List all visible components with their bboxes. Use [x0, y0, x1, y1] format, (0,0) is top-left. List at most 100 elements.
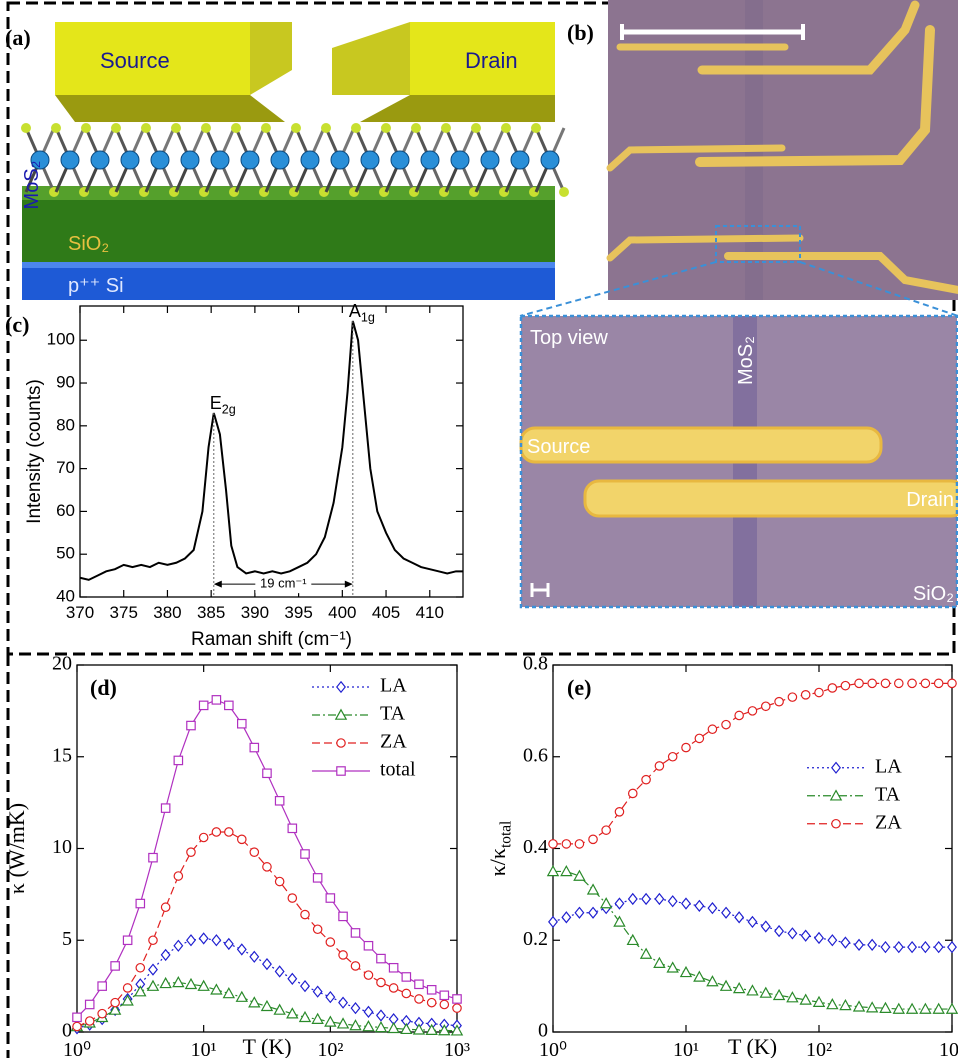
- marker: [374, 1020, 388, 1033]
- marker: [746, 984, 759, 996]
- marker: [387, 1021, 400, 1034]
- marker: [184, 977, 198, 990]
- x-tick-label: 10²: [317, 1039, 343, 1058]
- marker: [546, 864, 560, 877]
- electrode: [724, 252, 958, 294]
- x-tick-label: 10³: [444, 1039, 470, 1058]
- mo-atom: [360, 150, 380, 170]
- legend-label: TA: [875, 783, 901, 805]
- marker: [599, 897, 613, 909]
- s-atom: [81, 123, 91, 133]
- marker: [734, 911, 745, 924]
- marker: [774, 696, 784, 707]
- marker: [852, 1000, 866, 1012]
- drain-label: Drain: [465, 48, 518, 73]
- marker: [679, 965, 693, 978]
- marker: [261, 957, 272, 971]
- marker: [666, 961, 679, 973]
- marker: [146, 979, 160, 991]
- y-axis-label: κ (W/mK): [4, 803, 29, 894]
- s-atom: [261, 123, 271, 133]
- mo-atom: [150, 150, 170, 170]
- drain-contact-side: [332, 22, 410, 95]
- x-tick-label: 10²: [806, 1039, 832, 1058]
- marker: [880, 678, 891, 689]
- source-contact-side: [250, 22, 292, 95]
- marker: [248, 996, 261, 1008]
- marker: [135, 898, 146, 909]
- marker: [865, 1001, 879, 1013]
- series-line: [76, 937, 458, 1029]
- legend-label: LA: [875, 755, 902, 777]
- marker: [401, 972, 412, 982]
- x-tick-label: 10¹: [673, 1039, 699, 1058]
- x-tick-label: 10⁰: [63, 1039, 91, 1058]
- marker: [325, 937, 336, 947]
- y-axis-label-part: κ/κ: [485, 848, 510, 876]
- legend-label: TA: [380, 703, 406, 725]
- x-tick-label: 10⁰: [539, 1039, 567, 1058]
- panel-label: (e): [567, 675, 591, 700]
- marker: [812, 995, 826, 1007]
- legend-marker: [336, 766, 346, 776]
- marker: [826, 998, 839, 1010]
- marker: [760, 920, 771, 933]
- marker: [933, 940, 944, 954]
- marker: [561, 911, 572, 924]
- marker: [840, 680, 851, 691]
- marker: [694, 899, 705, 912]
- drain-contact: [410, 22, 555, 95]
- marker: [172, 976, 185, 988]
- marker: [920, 940, 931, 954]
- marker: [452, 1003, 462, 1013]
- mo-atom: [180, 150, 200, 170]
- s-atom: [321, 123, 331, 133]
- x-tick-label: 375: [110, 603, 138, 622]
- peak-label-part: 2g: [222, 402, 236, 416]
- marker: [588, 906, 599, 919]
- panel-label: (a): [5, 25, 31, 50]
- marker: [363, 1005, 374, 1018]
- y-tick-label: 0.4: [523, 836, 548, 858]
- marker: [947, 678, 957, 689]
- marker: [879, 1001, 892, 1013]
- y-tick-label: 0: [538, 1020, 548, 1042]
- marker: [561, 839, 572, 849]
- marker: [236, 718, 247, 729]
- marker: [198, 832, 209, 843]
- marker: [121, 994, 134, 1006]
- marker: [814, 687, 824, 698]
- marker: [425, 1023, 438, 1035]
- marker: [641, 774, 651, 785]
- inset-source-label: Source: [527, 436, 590, 458]
- mo-atom: [450, 150, 470, 170]
- marker: [719, 979, 733, 991]
- mo-atom: [30, 150, 50, 170]
- x-tick-label: 385: [197, 603, 225, 622]
- x-tick-label: 410: [416, 603, 444, 622]
- y-axis-label-part: total: [497, 821, 514, 848]
- mo-atom: [330, 150, 350, 170]
- mo-atom: [210, 150, 230, 170]
- marker: [286, 1007, 299, 1019]
- marker: [840, 936, 851, 949]
- drain-contact-bottom: [360, 95, 555, 122]
- y-tick-label: 40: [56, 586, 75, 605]
- marker: [72, 1021, 82, 1032]
- y-tick-label: 20: [52, 653, 72, 675]
- marker: [363, 970, 374, 980]
- marker: [110, 961, 120, 971]
- marker: [747, 706, 758, 716]
- marker: [108, 1003, 122, 1015]
- legend-label: LA: [380, 675, 407, 697]
- marker: [786, 991, 799, 1003]
- substrate-label: p⁺⁺ Si: [68, 275, 124, 297]
- marker: [211, 695, 222, 705]
- s-atom: [21, 123, 31, 133]
- y-tick-label: 15: [52, 744, 72, 766]
- peak-label: E2g: [210, 393, 236, 416]
- marker: [312, 985, 323, 998]
- marker: [160, 948, 171, 962]
- s-atom: [471, 123, 481, 133]
- oxide-surface: [22, 186, 555, 200]
